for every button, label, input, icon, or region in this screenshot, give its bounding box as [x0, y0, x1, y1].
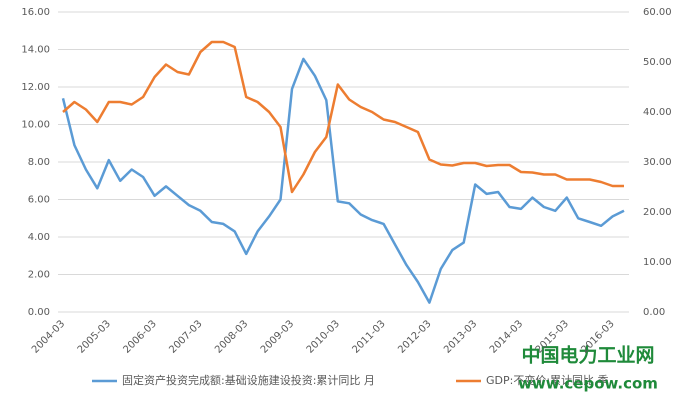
- y2-tick-label: 60.00: [643, 7, 672, 18]
- x-tick-label: 2013-03: [442, 318, 479, 355]
- x-tick-label: 2007-03: [167, 318, 204, 355]
- y-tick-label: 16.00: [21, 7, 50, 18]
- watermark-title: 中国电力工业网: [521, 344, 654, 367]
- legend-label: GDP:不变价:累计同比 季: [486, 373, 609, 387]
- x-tick-label: 2009-03: [259, 318, 296, 355]
- y2-tick-label: 20.00: [643, 207, 672, 218]
- watermark-url: www.cepow.com: [518, 375, 658, 393]
- y-tick-label: 0.00: [28, 307, 50, 318]
- y-tick-label: 8.00: [28, 157, 50, 168]
- legend-label: 固定资产投资完成额:基础设施建设投资:累计同比 月: [122, 373, 375, 387]
- x-tick-label: 2010-03: [305, 318, 342, 355]
- y2-tick-label: 50.00: [643, 57, 672, 68]
- series-line: [62, 40, 624, 194]
- y2-tick-label: 10.00: [643, 257, 672, 268]
- x-tick-label: 2012-03: [396, 318, 433, 355]
- x-tick-label: 2005-03: [76, 318, 113, 355]
- y-tick-label: 2.00: [28, 270, 50, 281]
- y-tick-label: 12.00: [21, 82, 50, 93]
- x-tick-label: 2006-03: [122, 318, 159, 355]
- y-tick-label: 10.00: [21, 120, 50, 131]
- x-tick-label: 2011-03: [350, 318, 387, 355]
- series-line: [61, 57, 625, 304]
- y-tick-label: 6.00: [28, 195, 50, 206]
- x-tick-label: 2004-03: [30, 318, 67, 355]
- y2-tick-label: 0.00: [643, 307, 665, 318]
- x-tick-label: 2008-03: [213, 318, 250, 355]
- x-tick-label: 2014-03: [488, 318, 525, 355]
- y-tick-label: 4.00: [28, 232, 50, 243]
- y2-tick-label: 40.00: [643, 107, 672, 118]
- y-tick-label: 14.00: [21, 45, 50, 56]
- y2-tick-label: 30.00: [643, 157, 672, 168]
